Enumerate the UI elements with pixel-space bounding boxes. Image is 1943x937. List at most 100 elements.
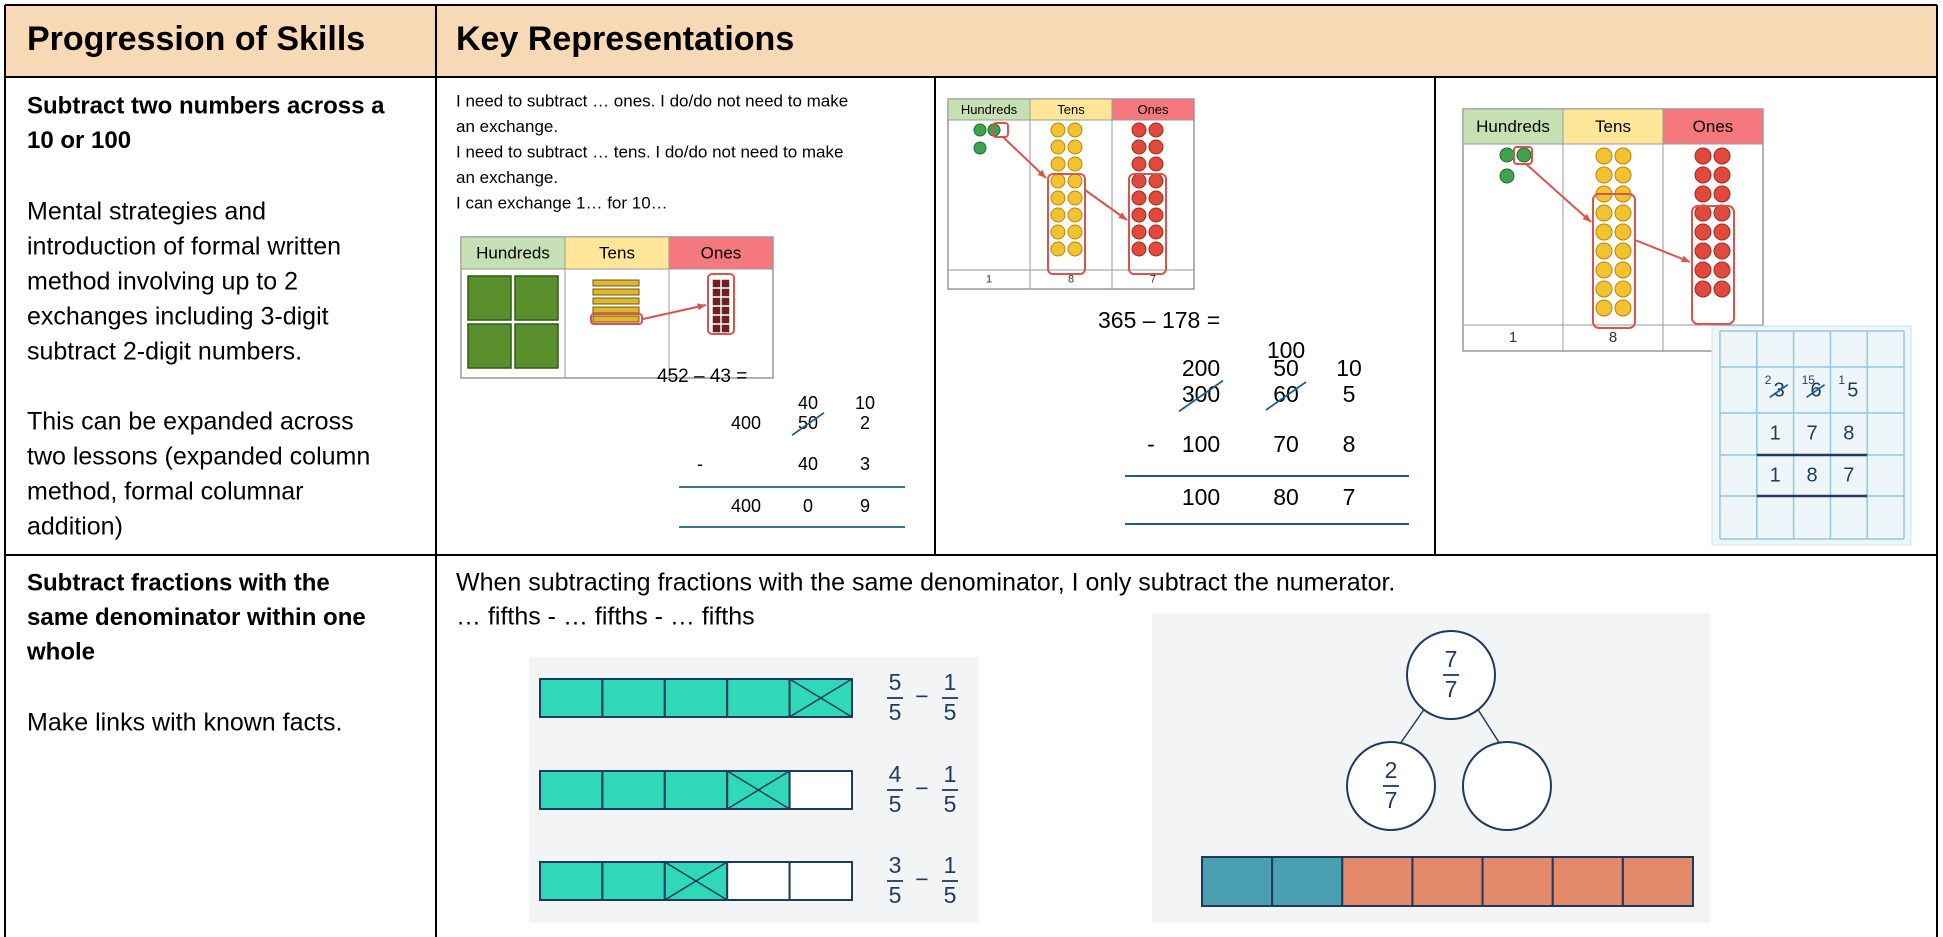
column-number: -: [1147, 431, 1155, 457]
arrow-head: [697, 303, 706, 311]
chart-header-cell: [564, 236, 670, 270]
counter: [1050, 224, 1066, 240]
counter: [1614, 242, 1632, 260]
counter: [1067, 139, 1083, 155]
bar-cell: [1551, 856, 1624, 907]
counter: [1713, 166, 1731, 184]
counter: [1713, 261, 1731, 279]
grid-digit: 1: [1770, 464, 1781, 486]
hundred-block: [467, 275, 512, 321]
numerator: 7: [1445, 646, 1458, 672]
cross-out: [664, 861, 728, 901]
counter: [1499, 168, 1515, 184]
counter: [1148, 156, 1164, 172]
operator: −: [915, 683, 928, 709]
denominator: 5: [944, 699, 957, 725]
grid-digit: 8: [1843, 422, 1854, 444]
numerator: 4: [889, 761, 902, 787]
denominator: 5: [889, 882, 902, 908]
counter: [1694, 223, 1712, 241]
chart-header: Tens: [1595, 117, 1631, 136]
equation: 452 – 43 =: [657, 366, 747, 387]
counter: [1067, 190, 1083, 206]
bar-cell: [601, 678, 666, 718]
cross-out: [726, 770, 790, 810]
column-number: 400: [731, 496, 761, 516]
cross-out: [1806, 383, 1826, 399]
bar-cell: [788, 770, 853, 810]
counter: [1131, 224, 1147, 240]
counter: [1148, 139, 1164, 155]
counter: [1050, 173, 1066, 189]
skill-text: subtract 2-digit numbers.: [27, 338, 302, 366]
bar-cell: [1341, 856, 1414, 907]
one-cube: [712, 297, 721, 306]
counter: [1595, 147, 1613, 165]
column-number: 300: [1182, 381, 1220, 407]
column-number: 9: [860, 496, 870, 516]
skill-text: Mental strategies and: [27, 198, 266, 226]
one-cube: [712, 288, 721, 297]
exchange-arrow: [642, 304, 707, 320]
skill-text: exchanges including 3-digit: [27, 303, 329, 331]
bar-cell: [1621, 856, 1695, 907]
chart-header-cell: [460, 236, 566, 270]
column-heading: Key Representations: [456, 20, 794, 58]
bar-cell: [539, 770, 604, 810]
ten-rod: [592, 297, 640, 305]
counter: [1614, 147, 1632, 165]
bar-cell: [726, 678, 791, 718]
exchange-number: 200: [1182, 355, 1220, 381]
counter: [1595, 242, 1613, 260]
skill-title: Subtract fractions with the: [27, 569, 330, 596]
counter: [1148, 241, 1164, 257]
chart-frame: [1462, 108, 1764, 352]
column-number: 5: [1343, 381, 1356, 407]
cross-out: [791, 412, 825, 436]
exchange-highlight: [1513, 146, 1533, 165]
exchange-highlight: [1128, 173, 1167, 275]
counter: [1713, 242, 1731, 260]
exchange-highlight: [1047, 173, 1086, 275]
skill-title: whole: [26, 638, 95, 665]
chart-header: Hundreds: [1476, 117, 1550, 136]
counter: [1067, 224, 1083, 240]
skill-title: same denominator within one: [27, 604, 366, 631]
table-borders: [4, 4, 1938, 937]
equation: 365 – 178 =: [1098, 307, 1220, 333]
counter: [1050, 190, 1066, 206]
hundred-block: [514, 275, 559, 321]
chart-header: Ones: [1693, 117, 1734, 136]
counter: [1131, 190, 1147, 206]
sentence-stem: I can exchange 1… for 10…: [456, 193, 668, 212]
exchange-arrow: [1634, 239, 1691, 263]
counter: [1067, 122, 1083, 138]
exchange-superscript: 1: [1838, 373, 1845, 387]
counter: [1148, 122, 1164, 138]
ten-rod: [592, 288, 640, 296]
exchange-highlight: [590, 313, 643, 325]
bar-cell: [663, 678, 729, 718]
column-number: 8: [1343, 431, 1356, 457]
column-heading: Progression of Skills: [27, 20, 365, 58]
column-number: 100: [1182, 484, 1220, 510]
cross-out: [1178, 379, 1224, 413]
exchange-highlight: [707, 273, 735, 335]
column-number: 70: [1273, 431, 1299, 457]
counter: [1713, 185, 1731, 203]
counter: [1595, 280, 1613, 298]
counter: [1614, 299, 1632, 317]
numerator: 3: [889, 852, 902, 878]
sentence-stem: I need to subtract … ones. I do/do not n…: [456, 91, 848, 110]
counter: [1694, 204, 1712, 222]
skill-text: This can be expanded across: [27, 408, 354, 436]
counter: [1131, 122, 1147, 138]
counter: [1614, 204, 1632, 222]
exchange-number: 10: [855, 393, 875, 413]
chart-header: Hundreds: [961, 102, 1018, 117]
skill-title: 10 or 100: [27, 127, 131, 154]
ten-rod: [592, 315, 640, 323]
counter: [1713, 280, 1731, 298]
